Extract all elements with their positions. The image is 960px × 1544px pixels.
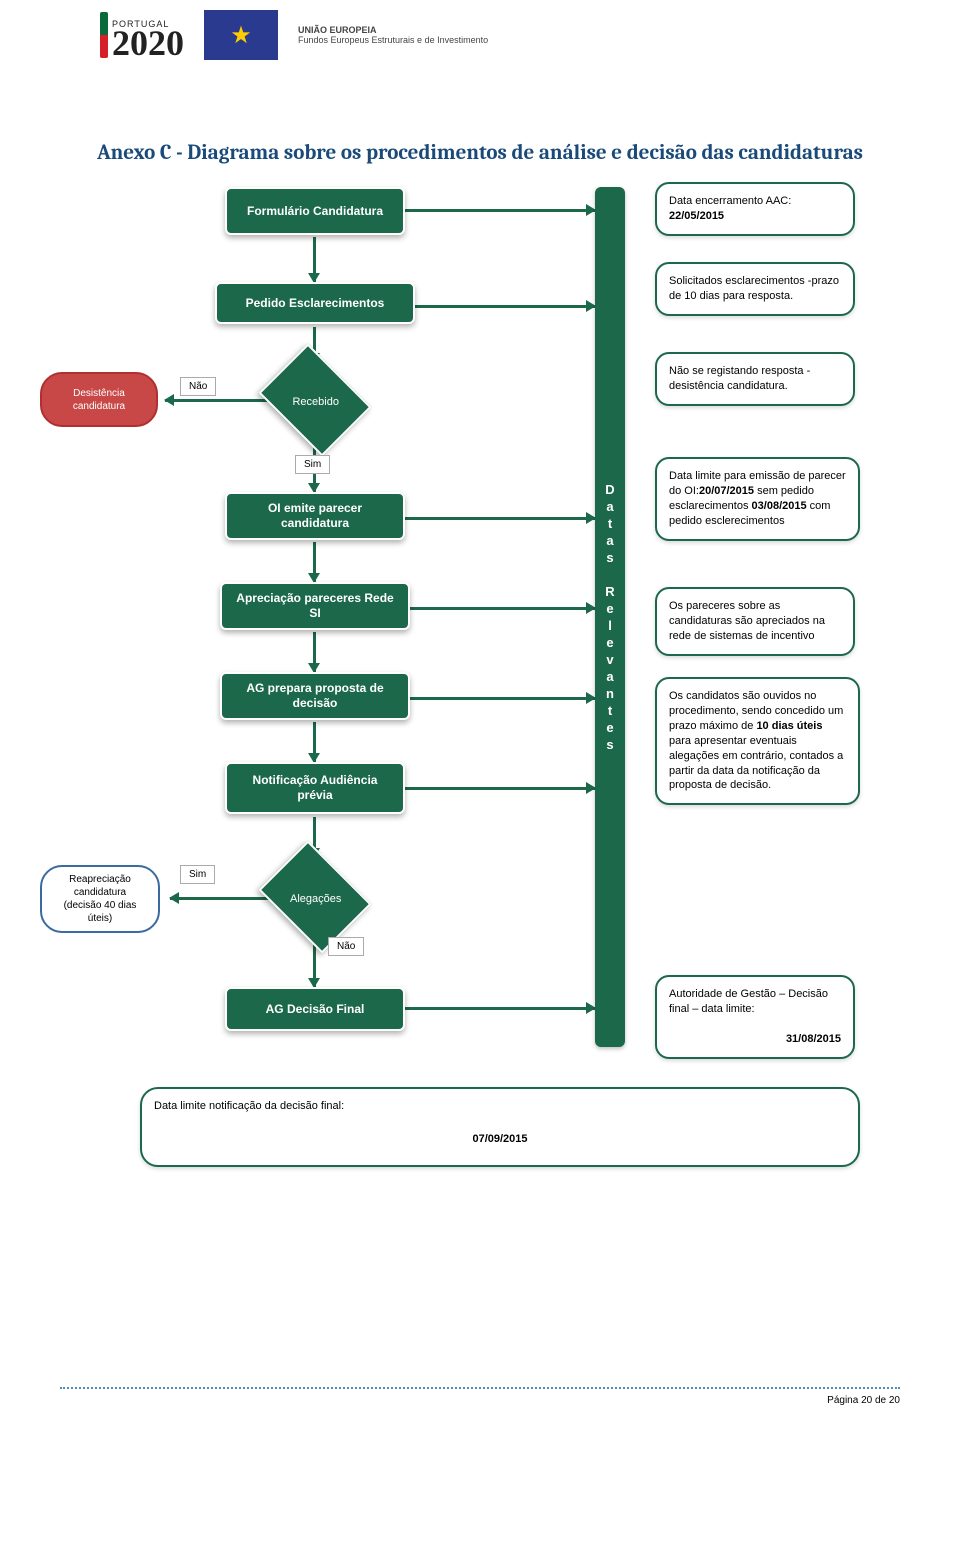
node-formulario: Formulário Candidatura [225, 187, 405, 235]
arrow [313, 237, 316, 282]
logo-2020-label: 2020 [112, 29, 184, 58]
arrow [405, 607, 595, 610]
callout-data-limite-oi: Data limite para emissão de parecer do O… [655, 457, 860, 540]
arrow [313, 722, 316, 762]
arrow [170, 897, 270, 900]
footer-page-number: Página 20 de 20 [0, 1395, 960, 1426]
callout-nao-registando: Não se registando resposta - desistência… [655, 352, 855, 406]
label-nao2: Não [328, 937, 364, 956]
arrow [405, 517, 595, 520]
arrow [415, 305, 595, 308]
node-pedido: Pedido Esclarecimentos [215, 282, 415, 324]
flowchart: Formulário Candidatura Pedido Esclarecim… [70, 187, 890, 1337]
node-desistencia: Desistência candidatura [40, 372, 158, 427]
node-alegacoes-label: Alegações [279, 893, 353, 905]
node-ag-prepara: AG prepara proposta de decisão [220, 672, 410, 720]
page-title: Anexo C - Diagrama sobre os procedimento… [60, 140, 900, 167]
callout-decisao-final-data: Autoridade de Gestão – Decisão final – d… [655, 975, 855, 1058]
callout-candidatos-ouvidos: Os candidatos são ouvidos no procediment… [655, 677, 860, 805]
label-sim2: Sim [180, 865, 215, 884]
arrow [313, 542, 316, 582]
label-nao: Não [180, 377, 216, 396]
arrow [313, 632, 316, 672]
callout-data-encerramento: Data encerramento AAC: 22/05/2015 [655, 182, 855, 236]
datas-relevantes-bar: Datas Relevantes [595, 187, 625, 1047]
node-recebido-label: Recebido [279, 396, 353, 408]
node-ag-final: AG Decisão Final [225, 987, 405, 1031]
eu-subtitle: Fundos Europeus Estruturais e de Investi… [298, 35, 488, 45]
eu-flag-icon: ★ [204, 10, 278, 60]
callout-pareceres: Os pareceres sobre as candidaturas são a… [655, 587, 855, 656]
arrow [405, 697, 595, 700]
footer-divider [60, 1387, 900, 1389]
node-notificacao: Notificação Audiência prévia [225, 762, 405, 814]
callout-notificacao-final: Data limite notificação da decisão final… [140, 1087, 860, 1167]
arrow [165, 399, 270, 402]
arrow [405, 209, 595, 212]
label-sim: Sim [295, 455, 330, 474]
callout-solicitados: Solicitados esclarecimentos -prazo de 10… [655, 262, 855, 316]
node-recebido: Recebido [258, 344, 371, 457]
node-oi-parecer: OI emite parecer candidatura [225, 492, 405, 540]
arrow [405, 787, 595, 790]
arrow [405, 1007, 595, 1010]
node-apreciacao: Apreciação pareceres Rede SI [220, 582, 410, 630]
eu-title: UNIÃO EUROPEIA [298, 25, 488, 35]
logo-portugal-2020: PORTUGAL 2020 [100, 12, 184, 58]
node-reapreciacao: Reapreciação candidatura (decisão 40 dia… [40, 865, 160, 933]
header: PORTUGAL 2020 ★ UNIÃO EUROPEIA Fundos Eu… [0, 0, 960, 90]
eu-text: UNIÃO EUROPEIA Fundos Europeus Estrutura… [298, 25, 488, 45]
